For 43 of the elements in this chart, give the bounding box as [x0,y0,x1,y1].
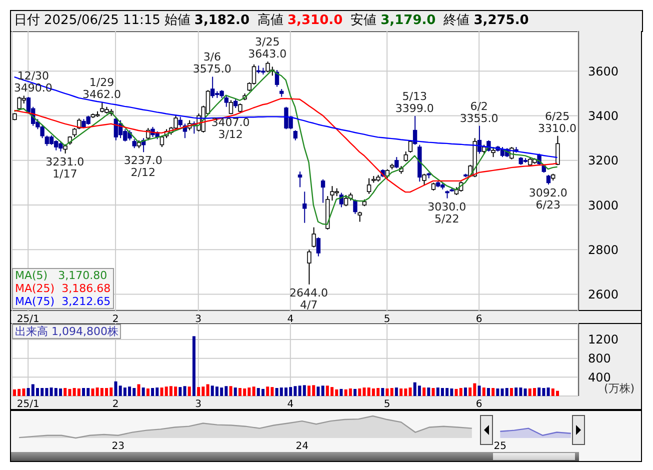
y-tick-label: 3600 [588,64,619,78]
annotation: 3092.0 6/23 [528,186,568,212]
text: MA(5) 3,170.80 [15,269,108,282]
text: MA(25) 3,186.68 [15,282,111,295]
y-axis-title: (万株) [604,382,635,396]
annotation: 1/29 3462.0 [82,76,121,101]
y-tick-label: 1200 [588,332,619,347]
x-tick-label: 24 [296,441,308,452]
y-tick-label: 3200 [588,154,619,168]
x-tick-label: 4 [287,314,294,326]
annotation: 12/30 3490.0 [14,70,52,95]
annotation: 6/25 3310.0 [538,110,577,135]
annotation: 3231.0 1/17 [46,155,84,180]
x-tick-label: 3 [195,314,202,326]
y-tick-label: 800 [588,352,611,366]
annotation: 3/6 3575.0 [192,50,232,76]
x-tick-label: 23 [112,441,124,452]
y-tick-label: 400 [588,370,611,384]
annotation: 2644.0 4/7 [290,286,328,312]
y-tick-label: 2800 [588,242,619,257]
annotation: 3237.0 2/12 [124,154,162,180]
x-tick-label: 3 [195,399,202,410]
y-tick-label: 2600 [588,288,619,302]
x-tick-label: 5 [384,399,390,410]
x-tick-label: 2 [112,399,119,410]
y-tick-label: 3400 [588,109,619,124]
chart-title: 日付 2025/06/25 11:15 始値 3,182.0 高値 3,310.0 安値 3,179.0 終値 3,275.0 [14,13,529,28]
x-tick-label: 2 [112,314,119,326]
annotation: 3/25 3643.0 [248,36,287,61]
text: MA(75) 3,212.65 [15,295,111,308]
annotation: 3407.0 3/12 [211,116,250,142]
x-tick-label: 25/1 [16,399,40,410]
x-tick-label: 25/1 [16,314,40,326]
y-tick-label: 3000 [588,198,619,212]
x-tick-label: 6 [476,399,482,410]
annotation: 5/13 3399.0 [395,90,434,116]
chart-title: 出来高 1,094,800株 [12,324,122,339]
annotation: 3030.0 5/22 [428,200,466,226]
x-tick-label: 4 [287,399,294,410]
x-tick-label: 6 [476,314,482,326]
annotation: 6/2 3355.0 [460,100,498,125]
x-tick-label: 25 [494,441,507,452]
x-tick-label: 5 [384,314,390,326]
